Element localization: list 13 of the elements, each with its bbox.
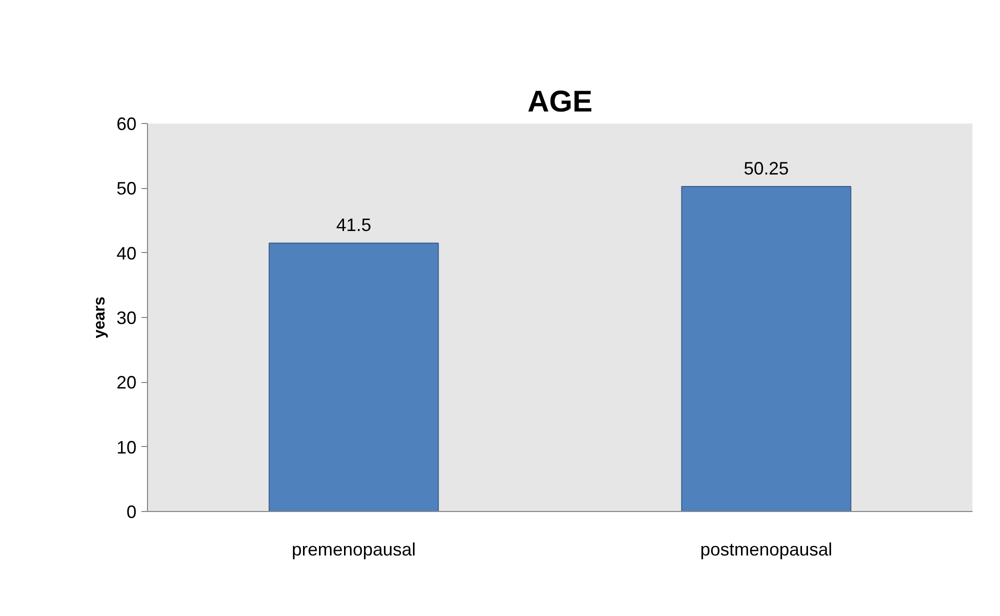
data-label: 41.5 — [336, 215, 372, 236]
y-tick-label: 0 — [126, 502, 137, 522]
data-label: 50.25 — [744, 158, 789, 179]
y-tick-label: 40 — [116, 243, 137, 264]
chart-title: AGE — [527, 86, 593, 118]
y-tick-label: 10 — [116, 437, 137, 458]
x-tick-label: premenopausal — [292, 540, 416, 560]
y-tick-label: 20 — [116, 372, 137, 393]
x-tick-label: postmenopausal — [700, 540, 832, 560]
y-tick-label: 50 — [116, 178, 137, 199]
y-tick-label: 60 — [116, 114, 137, 134]
y-tick-label: 30 — [116, 308, 137, 328]
y-axis-title: years — [91, 296, 108, 338]
